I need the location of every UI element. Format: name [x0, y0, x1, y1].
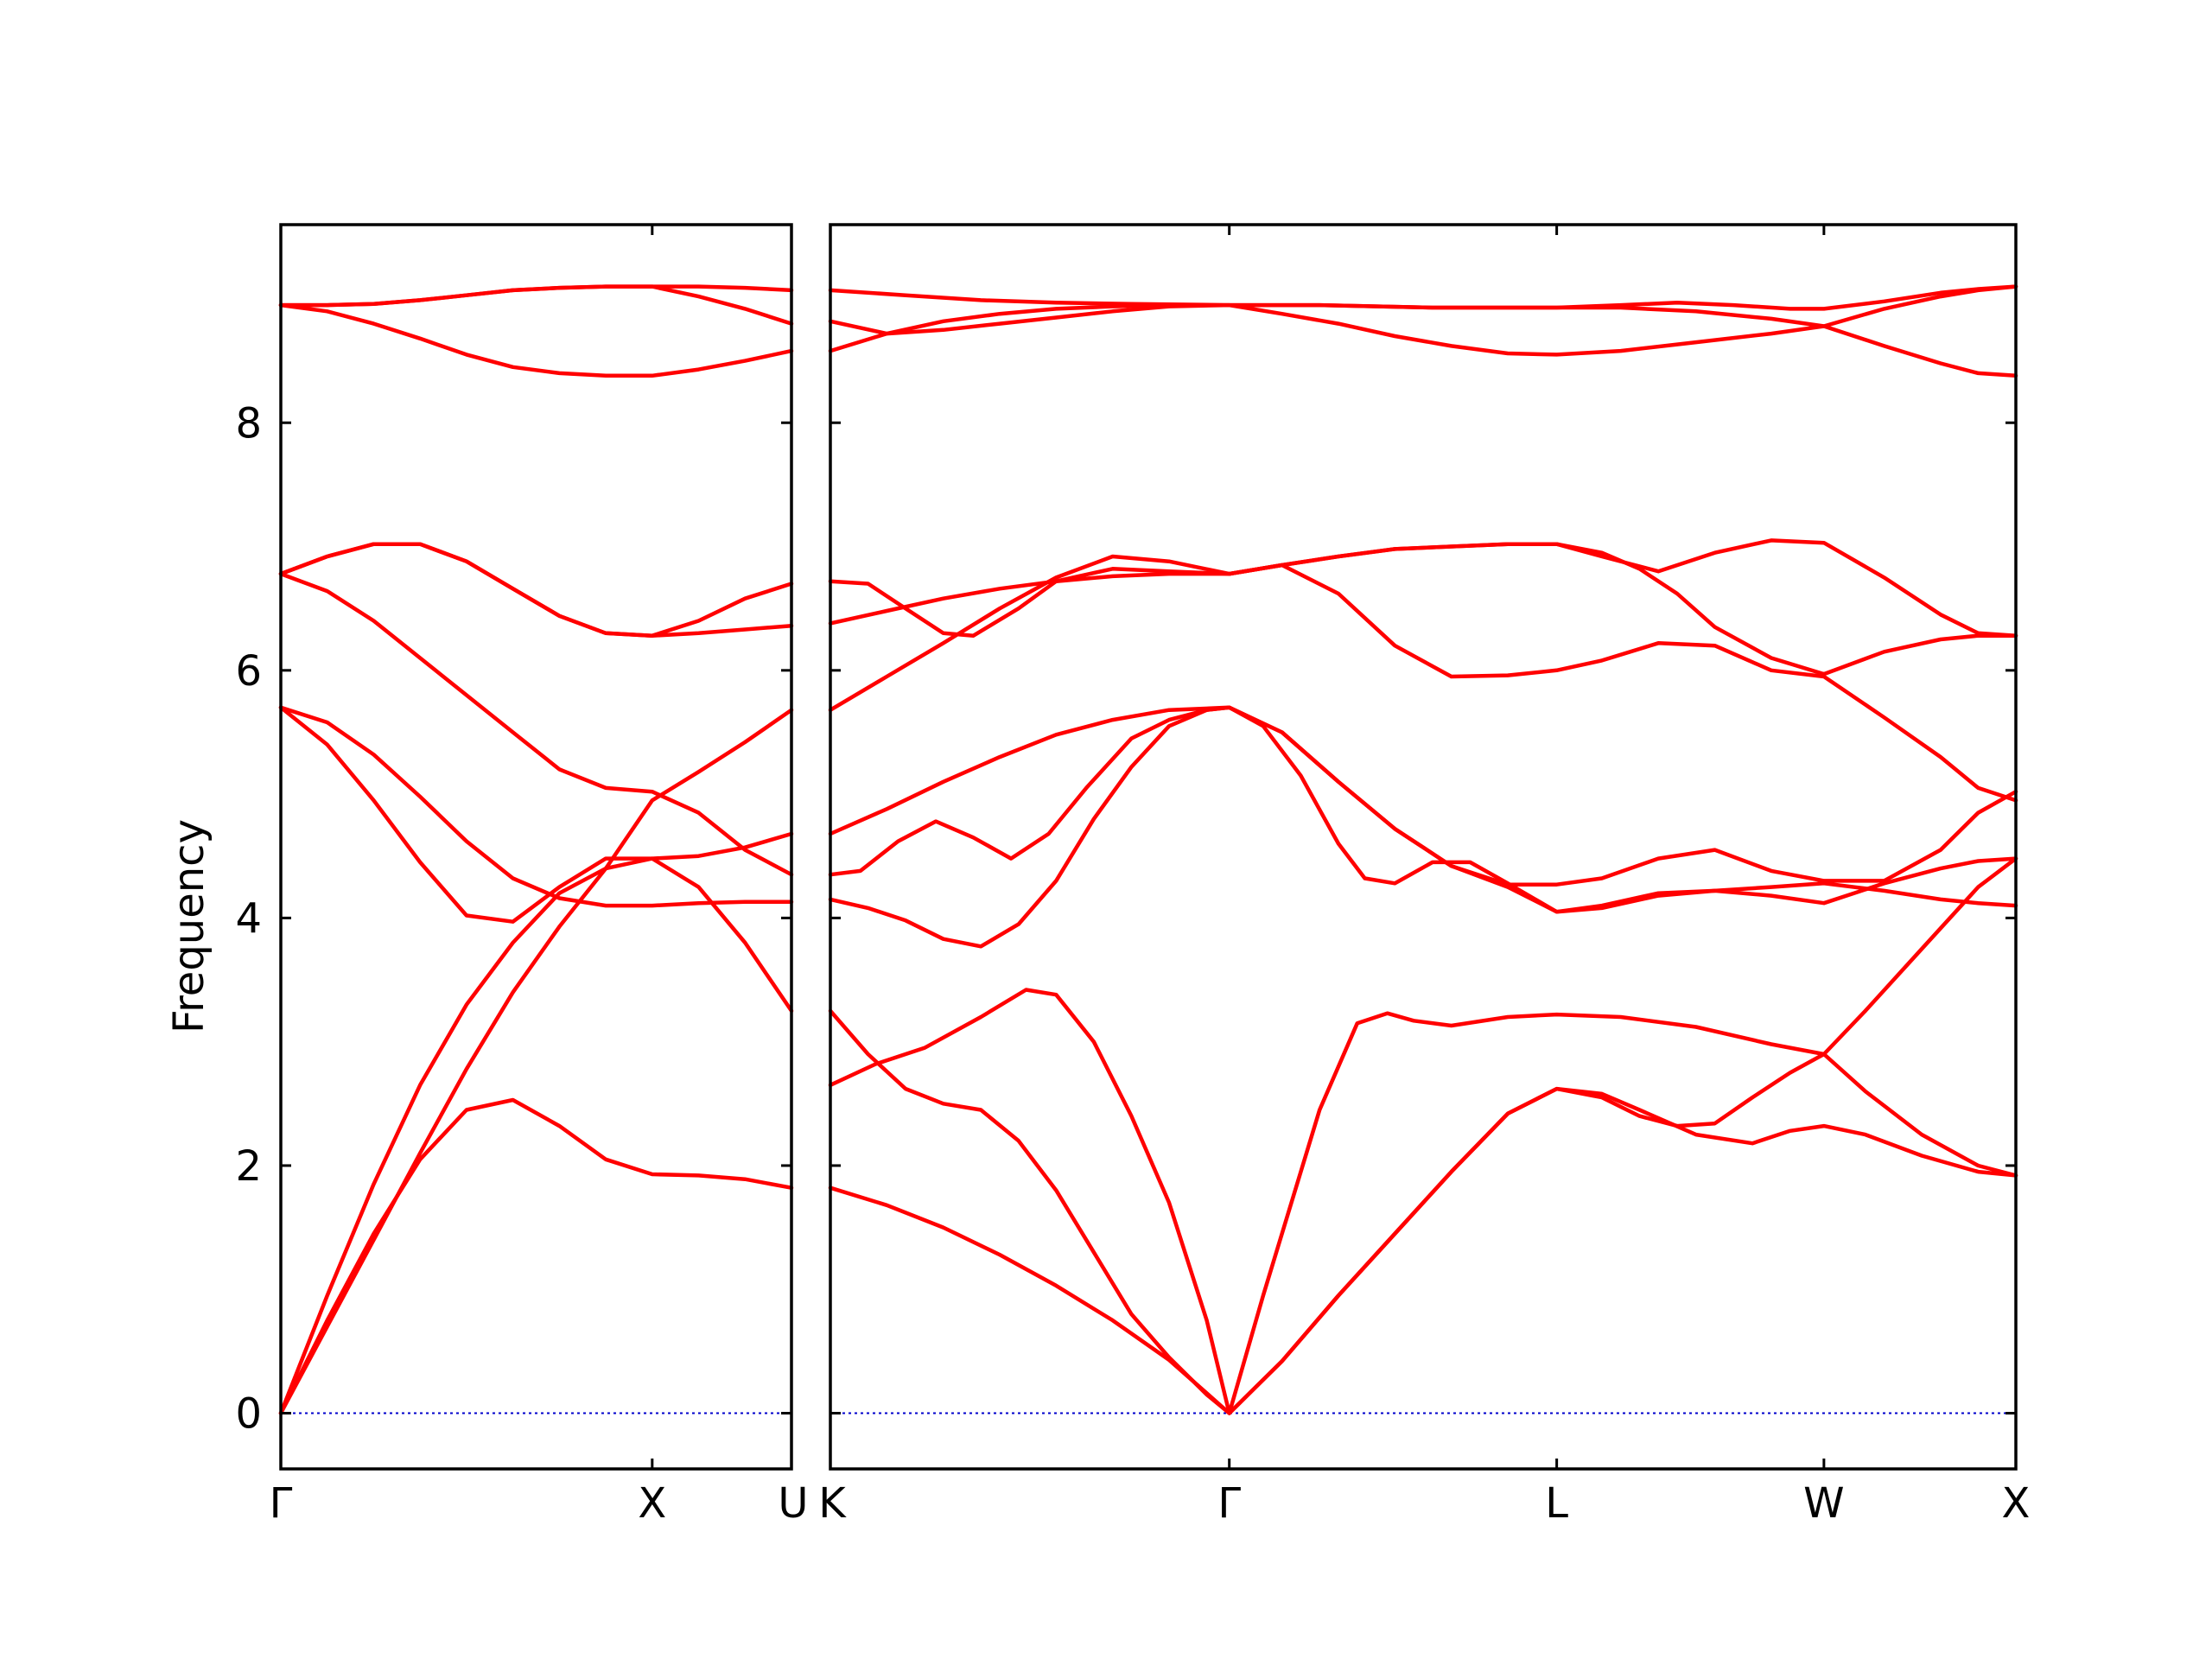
x-tick-label: U	[778, 1479, 808, 1528]
band-8	[828, 542, 2018, 677]
band-8	[278, 542, 794, 638]
band-3	[278, 708, 794, 1415]
band-6	[278, 571, 794, 877]
band-4	[278, 705, 794, 1014]
band-3	[828, 856, 2018, 1415]
band-11	[278, 284, 794, 308]
band-5	[278, 705, 794, 908]
panel-1: 0 2 4 6 8 Γ X U	[235, 223, 809, 1528]
band-1	[828, 1086, 2018, 1415]
x-tick-label: Γ	[1217, 1479, 1241, 1528]
x-tick-label: K	[818, 1479, 847, 1528]
band-2	[278, 831, 794, 1415]
y-tick-label: 2	[235, 1142, 262, 1191]
panel-frame	[829, 223, 2018, 1471]
band-10	[828, 302, 2018, 378]
band-12	[828, 284, 2018, 311]
band-7	[828, 554, 2018, 803]
x-tick-label: L	[1545, 1479, 1568, 1528]
band-11	[828, 284, 2018, 336]
panel-frame	[279, 223, 793, 1471]
y-tick-label: 8	[235, 399, 262, 448]
y-tick-label: 6	[235, 647, 262, 696]
x-tick-label: W	[1803, 1479, 1844, 1528]
band-9	[278, 302, 794, 378]
band-2	[828, 988, 2018, 1415]
x-tick-label: X	[638, 1479, 666, 1528]
plot-panels: 0 2 4 6 8 Γ X U K Γ L W X	[235, 223, 2031, 1528]
x-tick-label: Γ	[270, 1479, 293, 1528]
band-9	[828, 538, 2018, 638]
y-tick-label: 0	[235, 1390, 262, 1439]
band-1	[278, 1097, 794, 1415]
y-tick-label: 4	[235, 894, 262, 943]
band-6	[828, 705, 2018, 887]
band-4	[828, 705, 2018, 949]
x-tick-label: X	[2002, 1479, 2031, 1528]
y-axis-label: Frequency	[165, 819, 213, 1033]
band-7	[278, 542, 794, 638]
